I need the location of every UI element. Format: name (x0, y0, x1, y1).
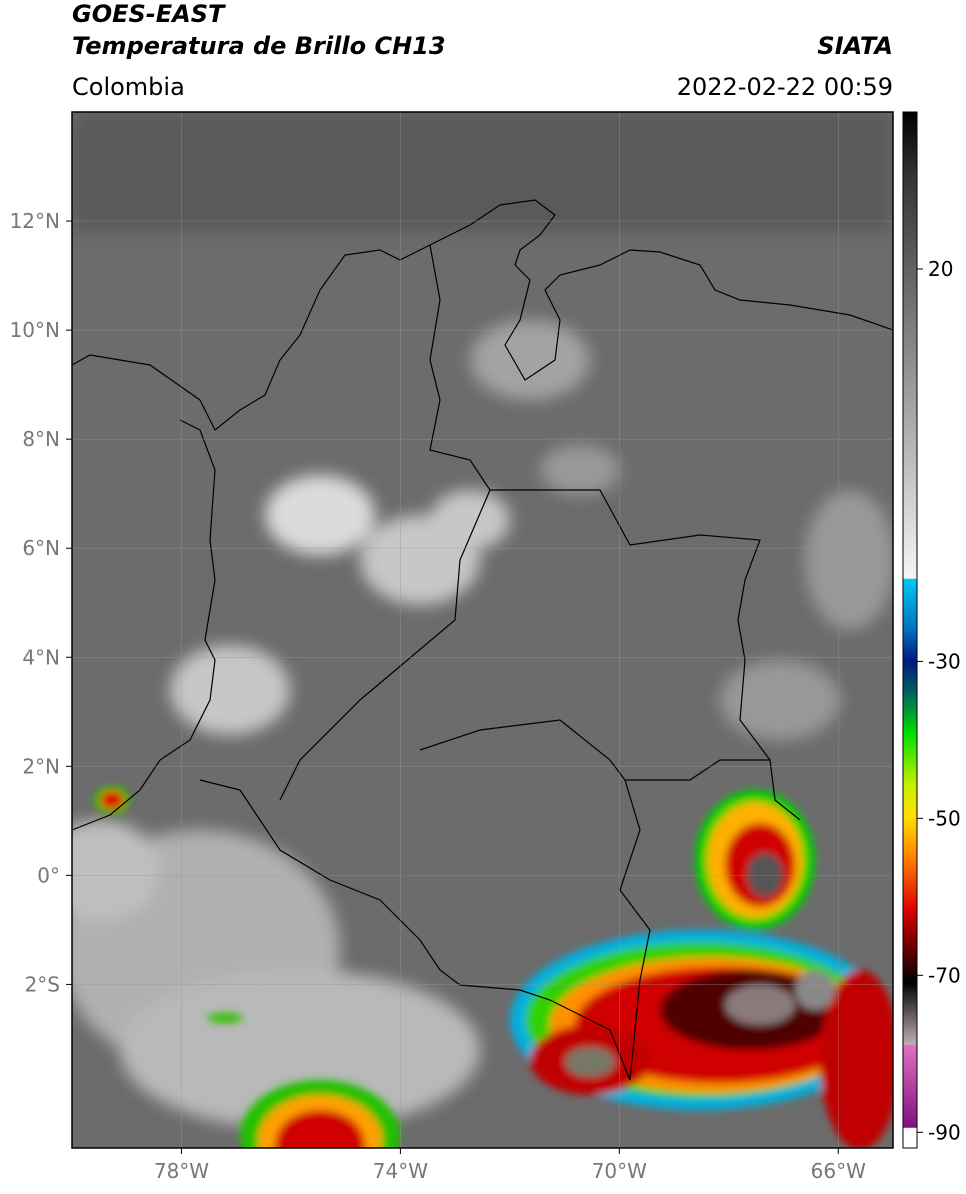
colorbar-label: -50 (928, 806, 961, 830)
region: Colombia (72, 73, 185, 101)
satellite-image (72, 112, 893, 1148)
colorbar-label: -90 (928, 1120, 961, 1144)
lat-label: 10°N (10, 318, 60, 342)
title: GOES-EAST (72, 0, 226, 28)
source: SIATA (817, 32, 893, 60)
lat-label: 6°N (22, 536, 60, 560)
lon-label: 70°W (592, 1159, 647, 1183)
lat-label: 0° (37, 863, 60, 887)
lat-label: 2°N (22, 754, 60, 778)
lat-label: 4°N (22, 645, 60, 669)
lat-label: 8°N (22, 427, 60, 451)
lat-label: 12°N (10, 209, 60, 233)
subtitle: Temperatura de Brillo CH13 (72, 32, 446, 60)
colorbar-label: -30 (928, 649, 961, 673)
colorbar-label: -70 (928, 963, 961, 987)
lat-label: 2°S (25, 972, 60, 996)
colorbar-label: 20 (928, 257, 953, 281)
map-frame (71, 111, 894, 1149)
colorbar (902, 111, 918, 1149)
datetime: 2022-02-22 00:59 (677, 73, 893, 101)
lon-label: 66°W (811, 1159, 866, 1183)
lon-label: 78°W (154, 1159, 209, 1183)
lon-label: 74°W (373, 1159, 428, 1183)
